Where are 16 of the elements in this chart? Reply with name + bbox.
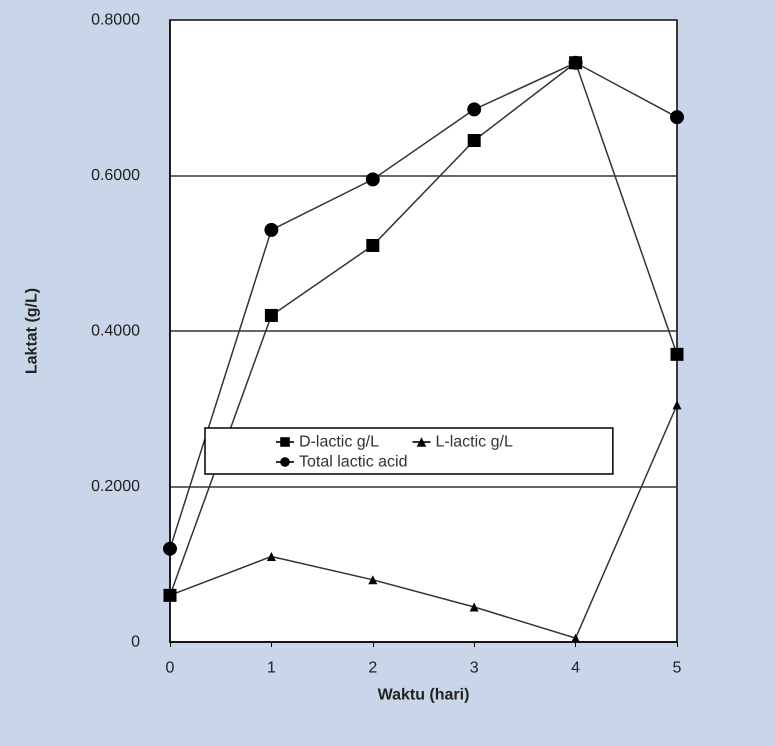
- x-axis-title: Waktu (hari): [378, 686, 470, 704]
- x-tick-label: 1: [266, 660, 276, 676]
- legend-label: Total lactic acid: [299, 454, 408, 470]
- x-tick-label: 0: [166, 660, 175, 676]
- x-tick-label: 2: [368, 660, 378, 676]
- y-tick-label: 0.8000: [91, 12, 140, 28]
- x-tick-label: 3: [470, 660, 479, 676]
- x-tick-label: 4: [571, 660, 580, 676]
- x-tick-label: 5: [672, 660, 682, 676]
- y-tick-label: 0: [131, 634, 140, 650]
- y-axis-title: Laktat (g/L): [24, 288, 40, 374]
- y-tick-label: 0.4000: [91, 322, 140, 340]
- legend-label: D-lactic g/L: [299, 434, 380, 450]
- legend-label: L-lactic g/L: [435, 434, 513, 450]
- y-tick-label: 0.2000: [91, 478, 140, 495]
- y-tick-label: 0.6000: [91, 167, 140, 184]
